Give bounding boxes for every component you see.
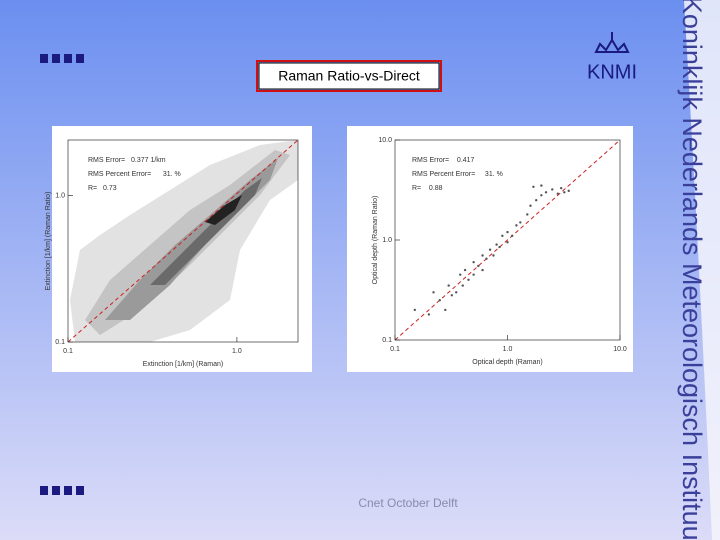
x-tick-label: 0.1 <box>390 346 400 353</box>
slide-title: Raman Ratio-vs-Direct <box>278 68 420 84</box>
point <box>450 294 454 297</box>
point <box>472 260 475 264</box>
x-axis-label: Extinction [1/km] (Raman) <box>143 361 224 368</box>
y-tick-label: 0.1 <box>382 337 392 344</box>
x-tick-label: 0.1 <box>63 348 73 355</box>
point <box>526 213 529 216</box>
point <box>459 273 462 276</box>
stat-text: RMS Error= 0.377 1/km <box>88 157 166 164</box>
point <box>515 224 518 227</box>
point <box>535 199 538 202</box>
point <box>501 234 504 238</box>
point <box>461 284 464 287</box>
institute-name: Koninklijk Nederlands Meteorologisch Ins… <box>677 0 707 540</box>
point <box>477 264 480 268</box>
reference-line <box>67 139 299 343</box>
point <box>510 234 514 238</box>
stat-text: R= 0.73 <box>88 185 117 192</box>
point <box>559 186 563 190</box>
stat-text: RMS Percent Error= 31. % <box>88 171 181 178</box>
point <box>567 189 570 193</box>
plot-frame <box>67 139 299 343</box>
x-axis-label: Optical depth (Raman) <box>472 359 542 366</box>
point <box>529 204 532 207</box>
y-tick-label: 0.1 <box>55 339 65 346</box>
x-tick-label: 10.0 <box>613 346 627 353</box>
point <box>444 308 447 312</box>
bullets-top <box>40 54 84 63</box>
point <box>463 268 467 272</box>
crown <box>594 32 630 53</box>
y-axis-label: Extinction [1/km] (Raman Ratio) <box>45 192 52 291</box>
reference-line <box>394 139 621 341</box>
logo-text: KNMI <box>587 61 637 83</box>
point <box>438 299 441 302</box>
point <box>492 254 495 257</box>
point <box>506 241 509 244</box>
point <box>472 273 475 276</box>
point <box>447 284 450 287</box>
point <box>532 185 535 189</box>
point <box>485 257 488 260</box>
point <box>519 221 522 224</box>
side-wedge <box>684 0 720 540</box>
point <box>498 245 501 249</box>
bullets-bottom <box>40 486 84 495</box>
y-tick-label: 1.0 <box>382 237 392 244</box>
point <box>432 291 435 294</box>
x-tick-label: 1.0 <box>503 346 513 353</box>
point <box>495 243 498 246</box>
y-tick-label: 1.0 <box>55 192 65 199</box>
point <box>540 184 543 187</box>
point <box>481 268 484 272</box>
y-tick-label: 10.0 <box>378 137 392 144</box>
point <box>506 230 509 234</box>
stat-text: RMS Percent Error= 31. % <box>412 171 503 178</box>
point <box>551 188 554 191</box>
point <box>427 313 431 316</box>
point <box>481 254 484 257</box>
stat-text: RMS Error= 0.417 <box>412 157 475 164</box>
y-axis-label: Optical depth (Raman Ratio) <box>372 196 379 285</box>
point <box>488 248 492 251</box>
title-outline <box>256 60 442 92</box>
title-box <box>258 62 440 90</box>
x-tick-label: 1.0 <box>232 348 242 355</box>
point <box>544 191 548 194</box>
point <box>540 194 543 197</box>
point <box>455 291 458 294</box>
point <box>563 191 566 194</box>
point <box>467 278 470 281</box>
point <box>413 308 417 312</box>
stat-text: R= 0.88 <box>412 185 443 192</box>
point <box>556 192 560 195</box>
footer: Cnet October Delft <box>358 496 458 510</box>
contour-fill <box>70 140 298 342</box>
